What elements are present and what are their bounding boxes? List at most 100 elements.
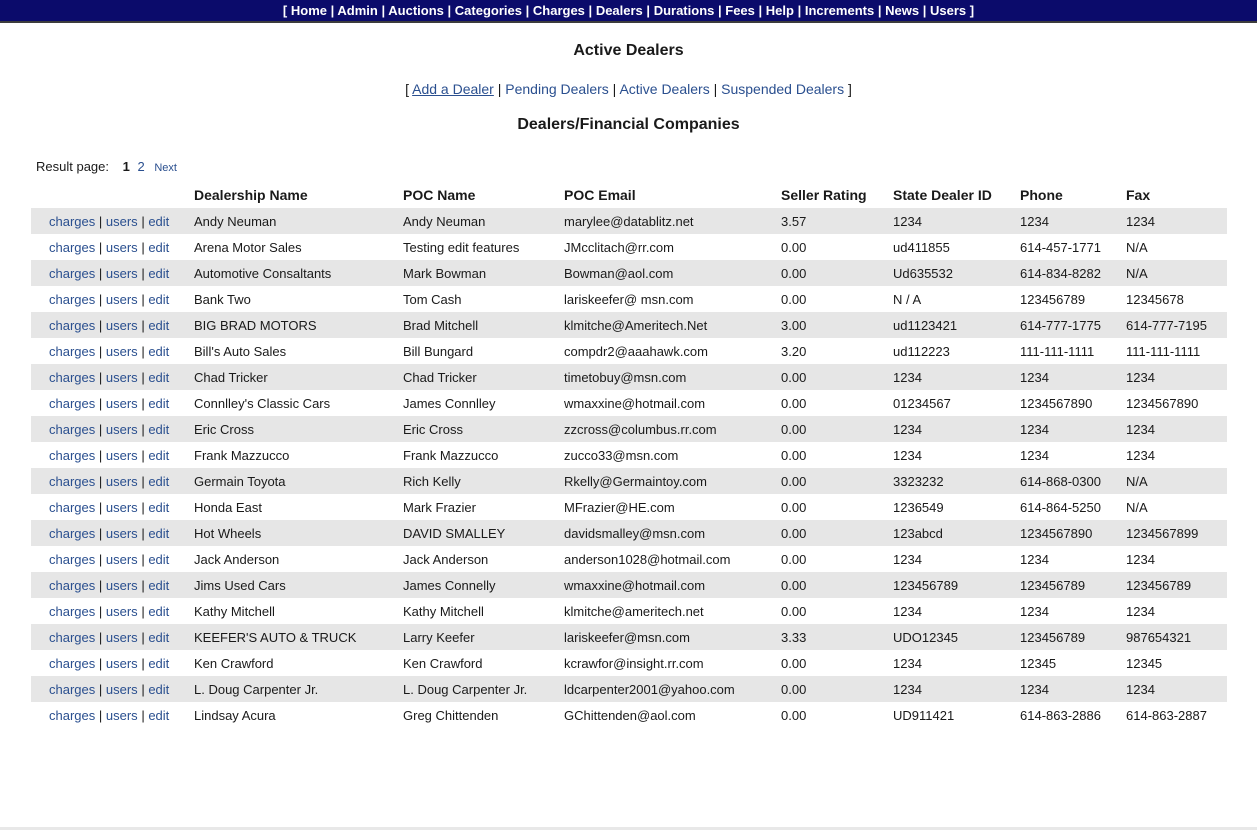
charges-link[interactable]: charges bbox=[49, 291, 96, 307]
users-link[interactable]: users bbox=[105, 655, 138, 671]
users-link[interactable]: users bbox=[105, 213, 138, 229]
nav-link-users[interactable]: Users bbox=[929, 3, 967, 18]
charges-link[interactable]: charges bbox=[49, 707, 96, 723]
poc-name-cell: Frank Mazzucco bbox=[403, 442, 564, 468]
charges-link[interactable]: charges bbox=[49, 447, 96, 463]
charges-link[interactable]: charges bbox=[49, 265, 96, 281]
nav-link-fees[interactable]: Fees bbox=[725, 3, 755, 18]
users-link[interactable]: users bbox=[105, 499, 138, 515]
nav-link-news[interactable]: News bbox=[885, 3, 920, 18]
active-dealers-link[interactable]: Active Dealers bbox=[619, 81, 710, 97]
edit-link[interactable]: edit bbox=[148, 473, 170, 489]
users-link[interactable]: users bbox=[105, 525, 138, 541]
pager-next-link[interactable]: Next bbox=[154, 162, 177, 174]
action-separator: | bbox=[141, 655, 145, 671]
charges-link[interactable]: charges bbox=[49, 603, 96, 619]
edit-link[interactable]: edit bbox=[148, 239, 170, 255]
row-actions-cell: charges | users | edit bbox=[31, 390, 194, 416]
charges-link[interactable]: charges bbox=[49, 577, 96, 593]
edit-link[interactable]: edit bbox=[148, 525, 170, 541]
charges-link[interactable]: charges bbox=[49, 525, 96, 541]
edit-link[interactable]: edit bbox=[148, 265, 170, 281]
nav-link-charges[interactable]: Charges bbox=[532, 3, 585, 18]
edit-link[interactable]: edit bbox=[148, 447, 170, 463]
nav-link-home[interactable]: Home bbox=[290, 3, 328, 18]
charges-link[interactable]: charges bbox=[49, 317, 96, 333]
pending-dealers-link[interactable]: Pending Dealers bbox=[505, 81, 609, 97]
nav-link-categories[interactable]: Categories bbox=[454, 3, 522, 18]
charges-link[interactable]: charges bbox=[49, 395, 96, 411]
nav-link-durations[interactable]: Durations bbox=[653, 3, 715, 18]
edit-link[interactable]: edit bbox=[148, 655, 170, 671]
action-separator: | bbox=[141, 473, 145, 489]
charges-link[interactable]: charges bbox=[49, 681, 96, 697]
nav-link-admin[interactable]: Admin bbox=[337, 3, 378, 18]
suspended-dealers-link[interactable]: Suspended Dealers bbox=[721, 81, 845, 97]
nav-link-dealers[interactable]: Dealers bbox=[595, 3, 643, 18]
charges-link[interactable]: charges bbox=[49, 551, 96, 567]
users-link[interactable]: users bbox=[105, 447, 138, 463]
edit-link[interactable]: edit bbox=[148, 317, 170, 333]
action-separator: | bbox=[141, 707, 145, 723]
edit-link[interactable]: edit bbox=[148, 629, 170, 645]
pager-page-2-link[interactable]: 2 bbox=[137, 159, 145, 174]
edit-link[interactable]: edit bbox=[148, 681, 170, 697]
users-link[interactable]: users bbox=[105, 395, 138, 411]
edit-link[interactable]: edit bbox=[148, 603, 170, 619]
users-link[interactable]: users bbox=[105, 421, 138, 437]
seller-rating-cell: 0.00 bbox=[781, 390, 893, 416]
phone-cell: 614-868-0300 bbox=[1020, 468, 1126, 494]
charges-link[interactable]: charges bbox=[49, 655, 96, 671]
edit-link[interactable]: edit bbox=[148, 213, 170, 229]
nav-link-help[interactable]: Help bbox=[765, 3, 794, 18]
charges-link[interactable]: charges bbox=[49, 343, 96, 359]
topnav-separator: | bbox=[922, 3, 927, 18]
row-actions-cell: charges | users | edit bbox=[31, 234, 194, 260]
edit-link[interactable]: edit bbox=[148, 291, 170, 307]
charges-link[interactable]: charges bbox=[49, 369, 96, 385]
charges-link[interactable]: charges bbox=[49, 629, 96, 645]
header-dealership-name: Dealership Name bbox=[194, 186, 308, 203]
header-state-dealer-id: State Dealer ID bbox=[893, 186, 992, 203]
users-link[interactable]: users bbox=[105, 681, 138, 697]
topnav-separator: | bbox=[758, 3, 763, 18]
action-separator: | bbox=[141, 213, 145, 229]
edit-link[interactable]: edit bbox=[148, 707, 170, 723]
edit-link[interactable]: edit bbox=[148, 577, 170, 593]
poc-name-cell: James Connlley bbox=[403, 390, 564, 416]
nav-link-auctions[interactable]: Auctions bbox=[388, 3, 444, 18]
edit-link[interactable]: edit bbox=[148, 421, 170, 437]
users-link[interactable]: users bbox=[105, 473, 138, 489]
users-link[interactable]: users bbox=[105, 629, 138, 645]
charges-link[interactable]: charges bbox=[49, 421, 96, 437]
edit-link[interactable]: edit bbox=[148, 551, 170, 567]
users-link[interactable]: users bbox=[105, 603, 138, 619]
edit-link[interactable]: edit bbox=[148, 395, 170, 411]
users-link[interactable]: users bbox=[105, 265, 138, 281]
charges-link[interactable]: charges bbox=[49, 499, 96, 515]
users-link[interactable]: users bbox=[105, 551, 138, 567]
users-link[interactable]: users bbox=[105, 707, 138, 723]
poc-email-cell: lariskeefer@ msn.com bbox=[564, 286, 781, 312]
users-link[interactable]: users bbox=[105, 291, 138, 307]
users-link[interactable]: users bbox=[105, 239, 138, 255]
charges-link[interactable]: charges bbox=[49, 213, 96, 229]
charges-link[interactable]: charges bbox=[49, 239, 96, 255]
table-row: charges | users | edit Arena Motor Sales T… bbox=[31, 234, 1227, 260]
action-separator: | bbox=[141, 343, 145, 359]
edit-link[interactable]: edit bbox=[148, 369, 170, 385]
seller-rating-cell: 0.00 bbox=[781, 598, 893, 624]
state-dealer-id-cell: 1234 bbox=[893, 416, 1020, 442]
edit-link[interactable]: edit bbox=[148, 499, 170, 515]
phone-cell: 12345 bbox=[1020, 650, 1126, 676]
edit-link[interactable]: edit bbox=[148, 343, 170, 359]
charges-link[interactable]: charges bbox=[49, 473, 96, 489]
add-dealer-link[interactable]: Add a Dealer bbox=[412, 81, 494, 97]
seller-rating-cell: 0.00 bbox=[781, 650, 893, 676]
users-link[interactable]: users bbox=[105, 343, 138, 359]
users-link[interactable]: users bbox=[105, 369, 138, 385]
users-link[interactable]: users bbox=[105, 317, 138, 333]
users-link[interactable]: users bbox=[105, 577, 138, 593]
action-separator: | bbox=[98, 369, 103, 385]
nav-link-increments[interactable]: Increments bbox=[804, 3, 875, 18]
